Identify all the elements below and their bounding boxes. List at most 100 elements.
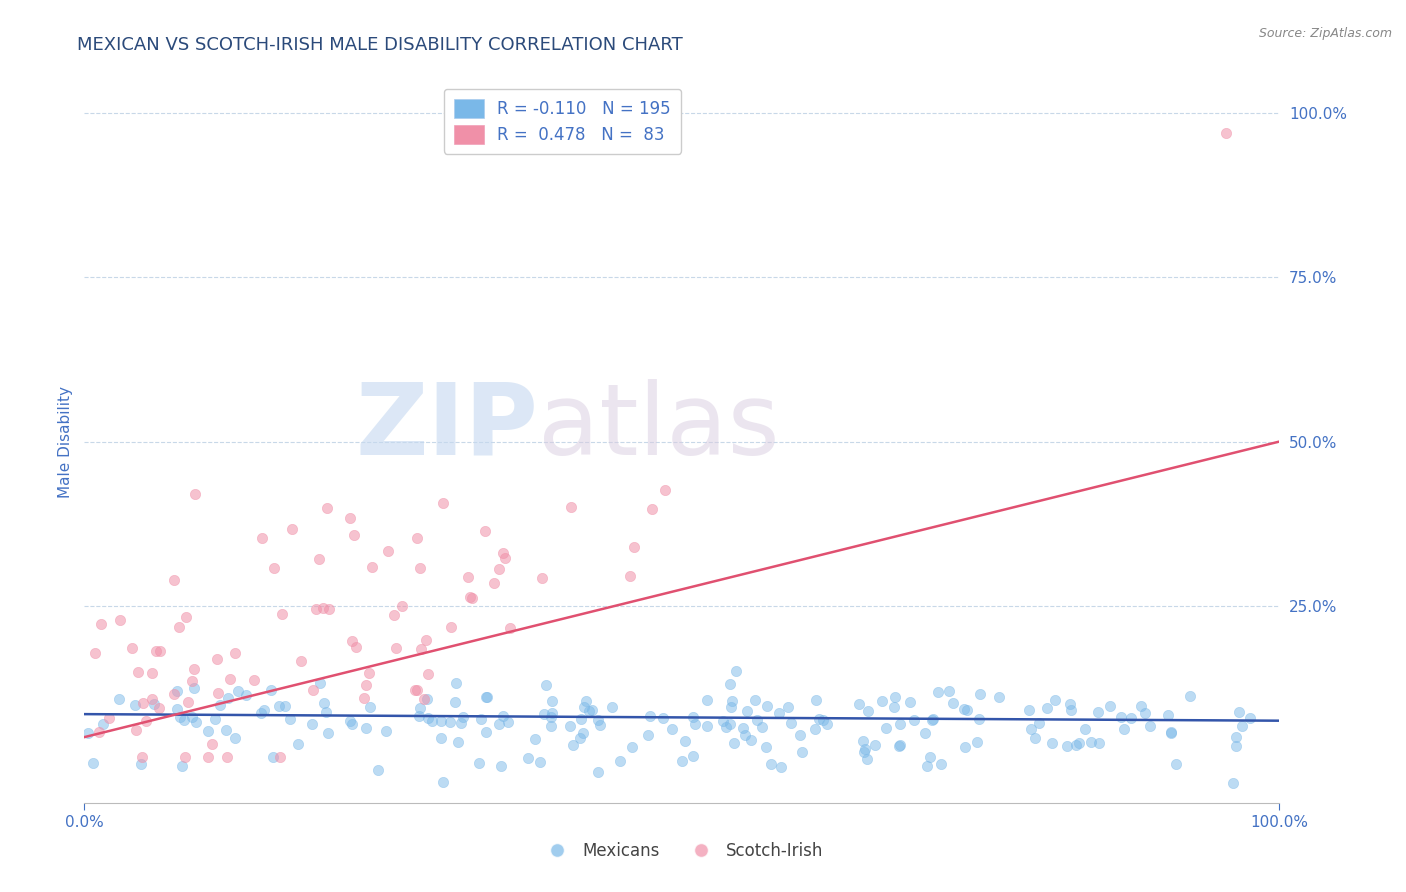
Point [440,620,463,634]
Point [162,573,184,587]
Point [492,709,515,723]
Point [169,710,191,724]
Point [406,531,429,545]
Point [682,710,704,724]
Point [1088,735,1111,749]
Point [267,699,290,714]
Point [589,718,612,732]
Point [145,644,167,658]
Point [740,733,762,747]
Point [494,550,516,565]
Point [470,712,492,726]
Point [735,705,758,719]
Point [451,710,474,724]
Point [489,758,512,772]
Point [776,699,799,714]
Point [315,706,337,720]
Point [804,722,827,736]
Point [586,714,609,728]
Point [409,561,432,575]
Point [1059,697,1081,711]
Point [405,683,427,698]
Point [942,696,965,710]
Point [98,711,121,725]
Point [1028,715,1050,730]
Point [430,714,453,728]
Point [309,676,332,690]
Point [409,701,432,715]
Point [214,723,236,737]
Point [524,732,547,747]
Point [429,731,451,745]
Text: atlas: atlas [538,378,780,475]
Point [889,738,911,752]
Point [927,685,949,699]
Point [413,692,436,706]
Point [274,699,297,714]
Point [301,717,323,731]
Point [853,742,876,756]
Point [1160,726,1182,740]
Point [1133,706,1156,721]
Point [287,737,309,751]
Point [262,750,284,764]
Point [107,691,129,706]
Point [439,715,461,730]
Point [166,683,188,698]
Point [530,571,553,585]
Point [444,676,467,690]
Point [183,662,205,676]
Point [714,720,737,734]
Point [184,487,207,501]
Point [654,483,676,497]
Point [572,726,595,740]
Point [416,691,439,706]
Point [751,720,773,734]
Point [661,722,683,736]
Point [1060,703,1083,717]
Point [883,690,905,705]
Point [129,756,152,771]
Point [460,591,482,606]
Point [166,702,188,716]
Point [243,673,266,687]
Point [149,644,172,658]
Point [651,710,673,724]
Point [696,719,718,733]
Point [339,714,361,728]
Point [744,693,766,707]
Point [1119,711,1142,725]
Point [1087,706,1109,720]
Point [536,678,558,692]
Point [382,608,405,623]
Point [259,683,281,698]
Point [415,632,437,647]
Point [1035,701,1057,715]
Point [540,718,562,732]
Point [173,714,195,728]
Point [673,733,696,747]
Point [432,496,454,510]
Point [302,682,325,697]
Point [1098,699,1121,714]
Point [966,735,988,749]
Point [226,684,249,698]
Point [308,551,330,566]
Point [356,721,378,735]
Point [143,697,166,711]
Point [921,713,943,727]
Point [125,723,148,737]
Point [205,651,228,665]
Point [208,698,231,713]
Text: MEXICAN VS SCOTCH-IRISH MALE DISABILITY CORRELATION CHART: MEXICAN VS SCOTCH-IRISH MALE DISABILITY … [77,36,683,54]
Point [1160,725,1182,739]
Point [1069,735,1091,749]
Point [1040,737,1063,751]
Point [418,711,440,725]
Point [217,690,239,705]
Point [204,712,226,726]
Point [174,610,197,624]
Point [181,710,204,724]
Point [356,678,378,692]
Point [444,695,467,709]
